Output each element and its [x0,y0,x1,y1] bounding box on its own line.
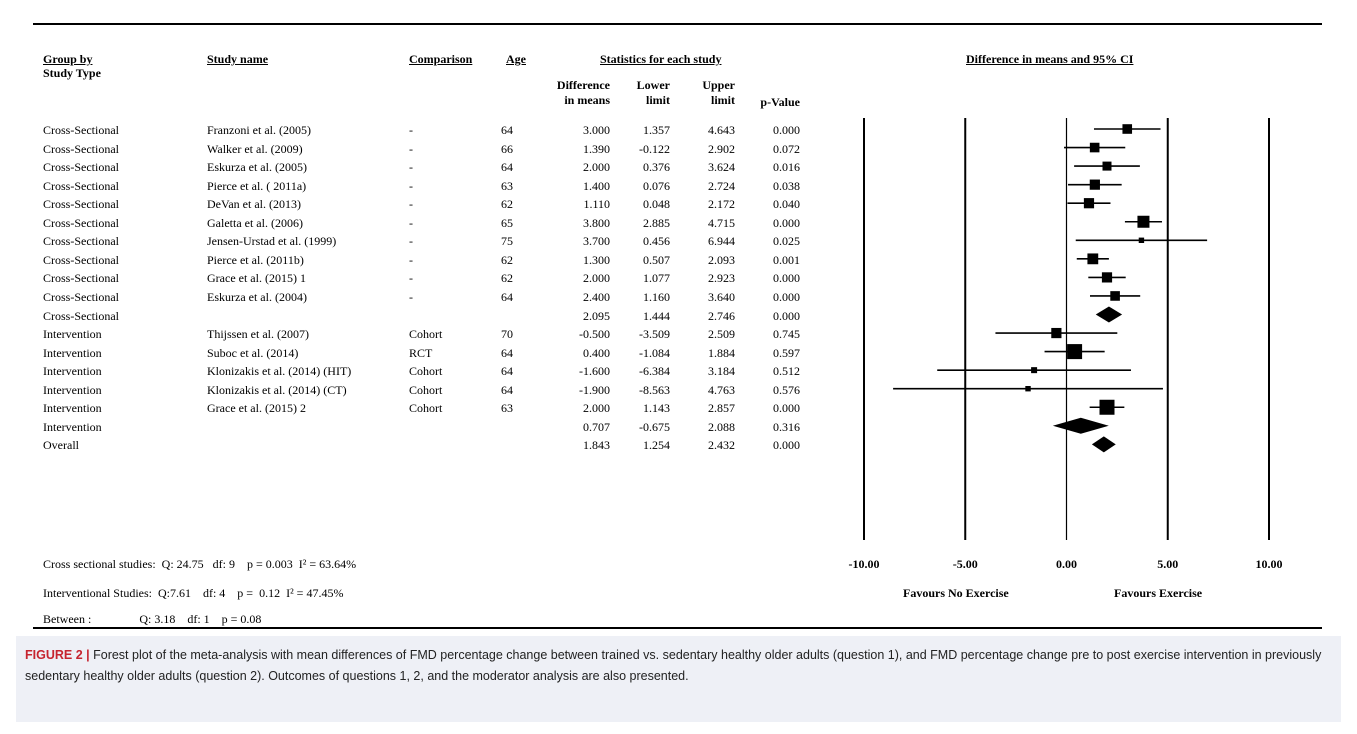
point-estimate-square [1139,238,1144,243]
point-estimate-square [1137,216,1149,228]
x-tick-label: -5.00 [935,557,995,571]
point-estimate-square [1031,367,1037,373]
point-estimate-square [1084,198,1094,208]
summary-diamond [1092,436,1116,452]
favours-no-exercise-label: Favours No Exercise [903,586,1009,600]
point-estimate-square [1103,162,1112,171]
caption-text: Forest plot of the meta-analysis with me… [25,648,1321,683]
summary-diamond [1096,307,1122,323]
favours-exercise-label: Favours Exercise [1114,586,1202,600]
x-tick-label: 0.00 [1037,557,1097,571]
point-estimate-square [1067,344,1082,359]
figure-caption: FIGURE 2 | Forest plot of the meta-analy… [16,636,1341,722]
point-estimate-square [1090,180,1100,190]
point-estimate-square [1102,272,1112,282]
point-estimate-square [1025,386,1030,391]
point-estimate-square [1087,253,1098,264]
point-estimate-square [1090,143,1100,153]
summary-diamond [1053,418,1109,434]
stats-interventional: Interventional Studies: Q:7.61 df: 4 p =… [43,586,343,600]
caption-label: FIGURE 2 | [25,648,90,662]
x-tick-label: 10.00 [1239,557,1299,571]
point-estimate-square [1122,124,1132,134]
forest-plot [0,0,1357,634]
stats-between: Between : Q: 3.18 df: 1 p = 0.08 [43,612,261,626]
point-estimate-square [1051,328,1061,338]
x-tick-label: 5.00 [1138,557,1198,571]
point-estimate-square [1100,400,1115,415]
bottom-rule [33,627,1322,629]
point-estimate-square [1110,291,1120,301]
x-tick-label: -10.00 [834,557,894,571]
stats-cross-sectional: Cross sectional studies: Q: 24.75 df: 9 … [43,557,356,571]
